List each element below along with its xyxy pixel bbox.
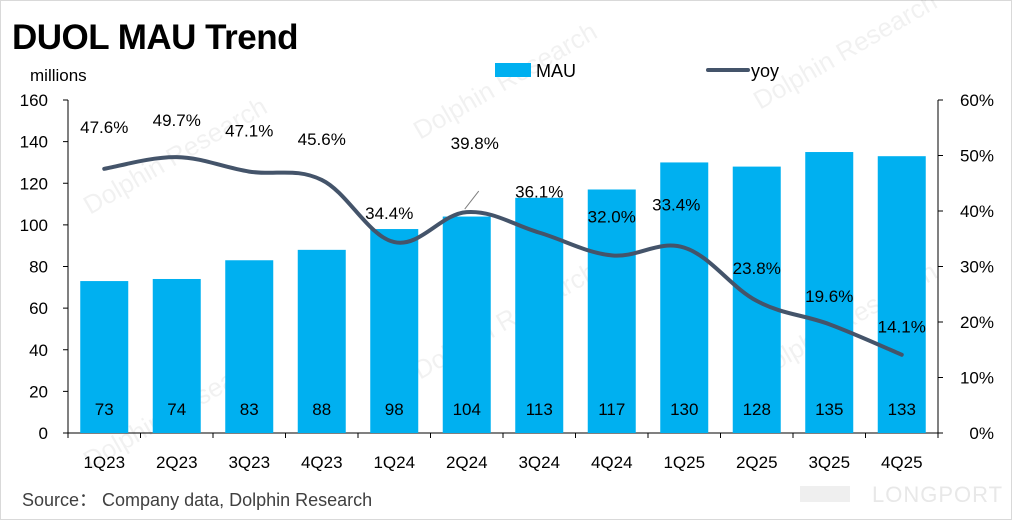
legend-mau-label: MAU: [536, 61, 576, 81]
mau-bar-4Q24: [587, 189, 636, 433]
mau-bar-label-1Q23: 73: [95, 400, 114, 419]
brand-logo-text: LONGPORT: [872, 482, 1004, 507]
x-tick-label-4Q25: 4Q25: [881, 453, 923, 472]
mau-bar-label-4Q23: 88: [312, 400, 331, 419]
x-tick-label-1Q25: 1Q25: [663, 453, 705, 472]
mau-bar-label-3Q25: 135: [815, 400, 843, 419]
mau-bar-1Q23: [80, 281, 129, 433]
right-tick-label: 0%: [969, 424, 994, 443]
yoy-line: [102, 155, 904, 357]
source-note: Source： Company data, Dolphin Research: [22, 490, 373, 510]
mau-bar-3Q23: [225, 260, 274, 433]
mau-bar-label-2Q23: 74: [167, 400, 186, 419]
chart-title: DUOL MAU Trend: [12, 18, 298, 57]
mau-bar-1Q24: [370, 229, 419, 433]
right-tick-label: 10%: [960, 369, 994, 388]
mau-bar-label-3Q24: 113: [526, 400, 553, 419]
right-tick-label: 30%: [960, 258, 994, 277]
right-tick-label: 60%: [960, 91, 994, 110]
left-tick-label: 140: [20, 133, 48, 152]
left-tick-label: 120: [20, 174, 48, 193]
right-tick-label: 40%: [960, 202, 994, 221]
mau-bar-3Q25: [805, 152, 854, 433]
yoy-label-3Q24: 36.1%: [515, 183, 563, 202]
watermark-text-2: Dolphin Research: [748, 0, 942, 115]
right-tick-label: 50%: [960, 147, 994, 166]
mau-bar-label-4Q25: 133: [888, 400, 916, 419]
mau-bar-1Q25: [660, 162, 709, 433]
yoy-label-1Q24: 34.4%: [365, 204, 413, 223]
left-tick-label: 0: [39, 424, 48, 443]
mau-bar-label-1Q24: 98: [385, 400, 404, 419]
x-tick-label-2Q23: 2Q23: [156, 453, 198, 472]
yoy-label-4Q24: 32.0%: [588, 207, 636, 226]
x-tick-label-2Q24: 2Q24: [446, 453, 488, 472]
mau-bar-2Q24: [442, 216, 491, 433]
legend-yoy-label: yoy: [751, 61, 779, 81]
yoy-label-1Q25: 33.4%: [652, 196, 700, 215]
mau-bar-4Q23: [297, 249, 346, 433]
legend-mau-swatch: [495, 63, 531, 77]
left-tick-label: 160: [20, 91, 48, 110]
left-tick-label: 60: [29, 299, 48, 318]
right-tick-label: 20%: [960, 313, 994, 332]
yoy-label-4Q25: 14.1%: [878, 318, 926, 337]
mau-bar-label-3Q23: 83: [240, 400, 259, 419]
watermark-text-4: Dolphin Research: [408, 256, 602, 385]
yoy-label-3Q23: 47.1%: [225, 122, 273, 141]
yoy-label-2Q25: 23.8%: [733, 259, 781, 278]
left-tick-label: 40: [29, 341, 48, 360]
left-tick-label: 80: [29, 258, 48, 277]
x-tick-label-2Q25: 2Q25: [736, 453, 778, 472]
yoy-label-leader-2Q24: [464, 190, 480, 210]
x-tick-label-3Q24: 3Q24: [518, 453, 560, 472]
yoy-label-4Q23: 45.6%: [298, 130, 346, 149]
yoy-label-2Q23: 49.7%: [153, 111, 201, 130]
x-tick-label-4Q24: 4Q24: [591, 453, 633, 472]
yoy-label-3Q25: 19.6%: [805, 287, 853, 306]
mau-bar-4Q25: [877, 156, 926, 433]
x-tick-label-3Q23: 3Q23: [228, 453, 270, 472]
x-tick-label-4Q23: 4Q23: [301, 453, 343, 472]
x-tick-label-1Q23: 1Q23: [83, 453, 125, 472]
yoy-label-1Q23: 47.6%: [80, 118, 128, 137]
mau-bar-label-1Q25: 130: [670, 400, 698, 419]
left-tick-label: 20: [29, 382, 48, 401]
mau-bar-label-2Q24: 104: [453, 400, 481, 419]
mau-bar-label-2Q25: 128: [743, 400, 771, 419]
mau-bar-label-4Q24: 117: [598, 400, 625, 419]
x-tick-label-1Q24: 1Q24: [373, 453, 415, 472]
x-tick-label-3Q25: 3Q25: [808, 453, 850, 472]
unit-label: millions: [30, 66, 87, 85]
left-tick-label: 100: [20, 216, 48, 235]
mau-bar-2Q23: [152, 278, 201, 433]
brand-logo-mark: [800, 486, 850, 502]
yoy-label-2Q24: 39.8%: [451, 134, 499, 153]
